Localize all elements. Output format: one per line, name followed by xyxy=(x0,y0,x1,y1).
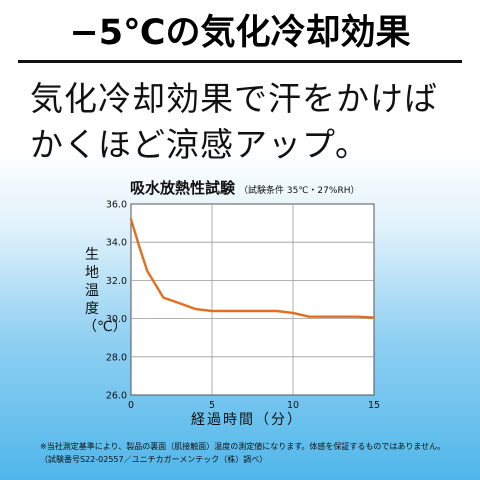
y-tick-label: 30.0 xyxy=(106,314,127,325)
y-tick-label: 28.0 xyxy=(106,352,127,363)
x-tick-label: 5 xyxy=(209,400,215,411)
subtitle-line-2: かくほど涼感アップ。 xyxy=(30,125,370,164)
x-tick-label: 0 xyxy=(128,400,134,411)
x-tick-label: 10 xyxy=(287,400,299,411)
chart-title: 吸水放熱性試験 （試験条件 35℃・27%RH） xyxy=(130,177,359,198)
x-tick-label: 15 xyxy=(368,400,380,411)
y-tick-label: 26.0 xyxy=(106,391,127,402)
footnote-line-2: （試験番号S22-02557／ユニチカガーメンテック（株）調べ） xyxy=(40,455,268,464)
series-line xyxy=(129,218,376,319)
y-tick-label: 32.0 xyxy=(106,276,127,287)
subtitle-line-1: 気化冷却効果で汗をかけば xyxy=(30,79,438,118)
headline-text: −5℃の気化冷却効果 xyxy=(69,12,411,53)
footnote: ※当社測定基準により、製品の裏面（肌接触面）温度の測定値になります。体感を保証す… xyxy=(40,440,470,466)
y-tick-label: 34.0 xyxy=(106,238,127,249)
y-tick-label: 36.0 xyxy=(106,200,127,211)
subtitle: 気化冷却効果で汗をかけば かくほど涼感アップ。 xyxy=(30,76,438,168)
chart-title-note: （試験条件 35℃・27%RH） xyxy=(239,186,360,196)
footnote-line-1: ※当社測定基準により、製品の裏面（肌接触面）温度の測定値になります。体感を保証す… xyxy=(40,442,446,451)
x-axis-label: 経過時間（分） xyxy=(191,412,303,428)
headline-divider xyxy=(18,60,462,63)
chart-title-text: 吸水放熱性試験 xyxy=(130,179,236,197)
headline: −5℃の気化冷却効果 xyxy=(0,0,480,58)
